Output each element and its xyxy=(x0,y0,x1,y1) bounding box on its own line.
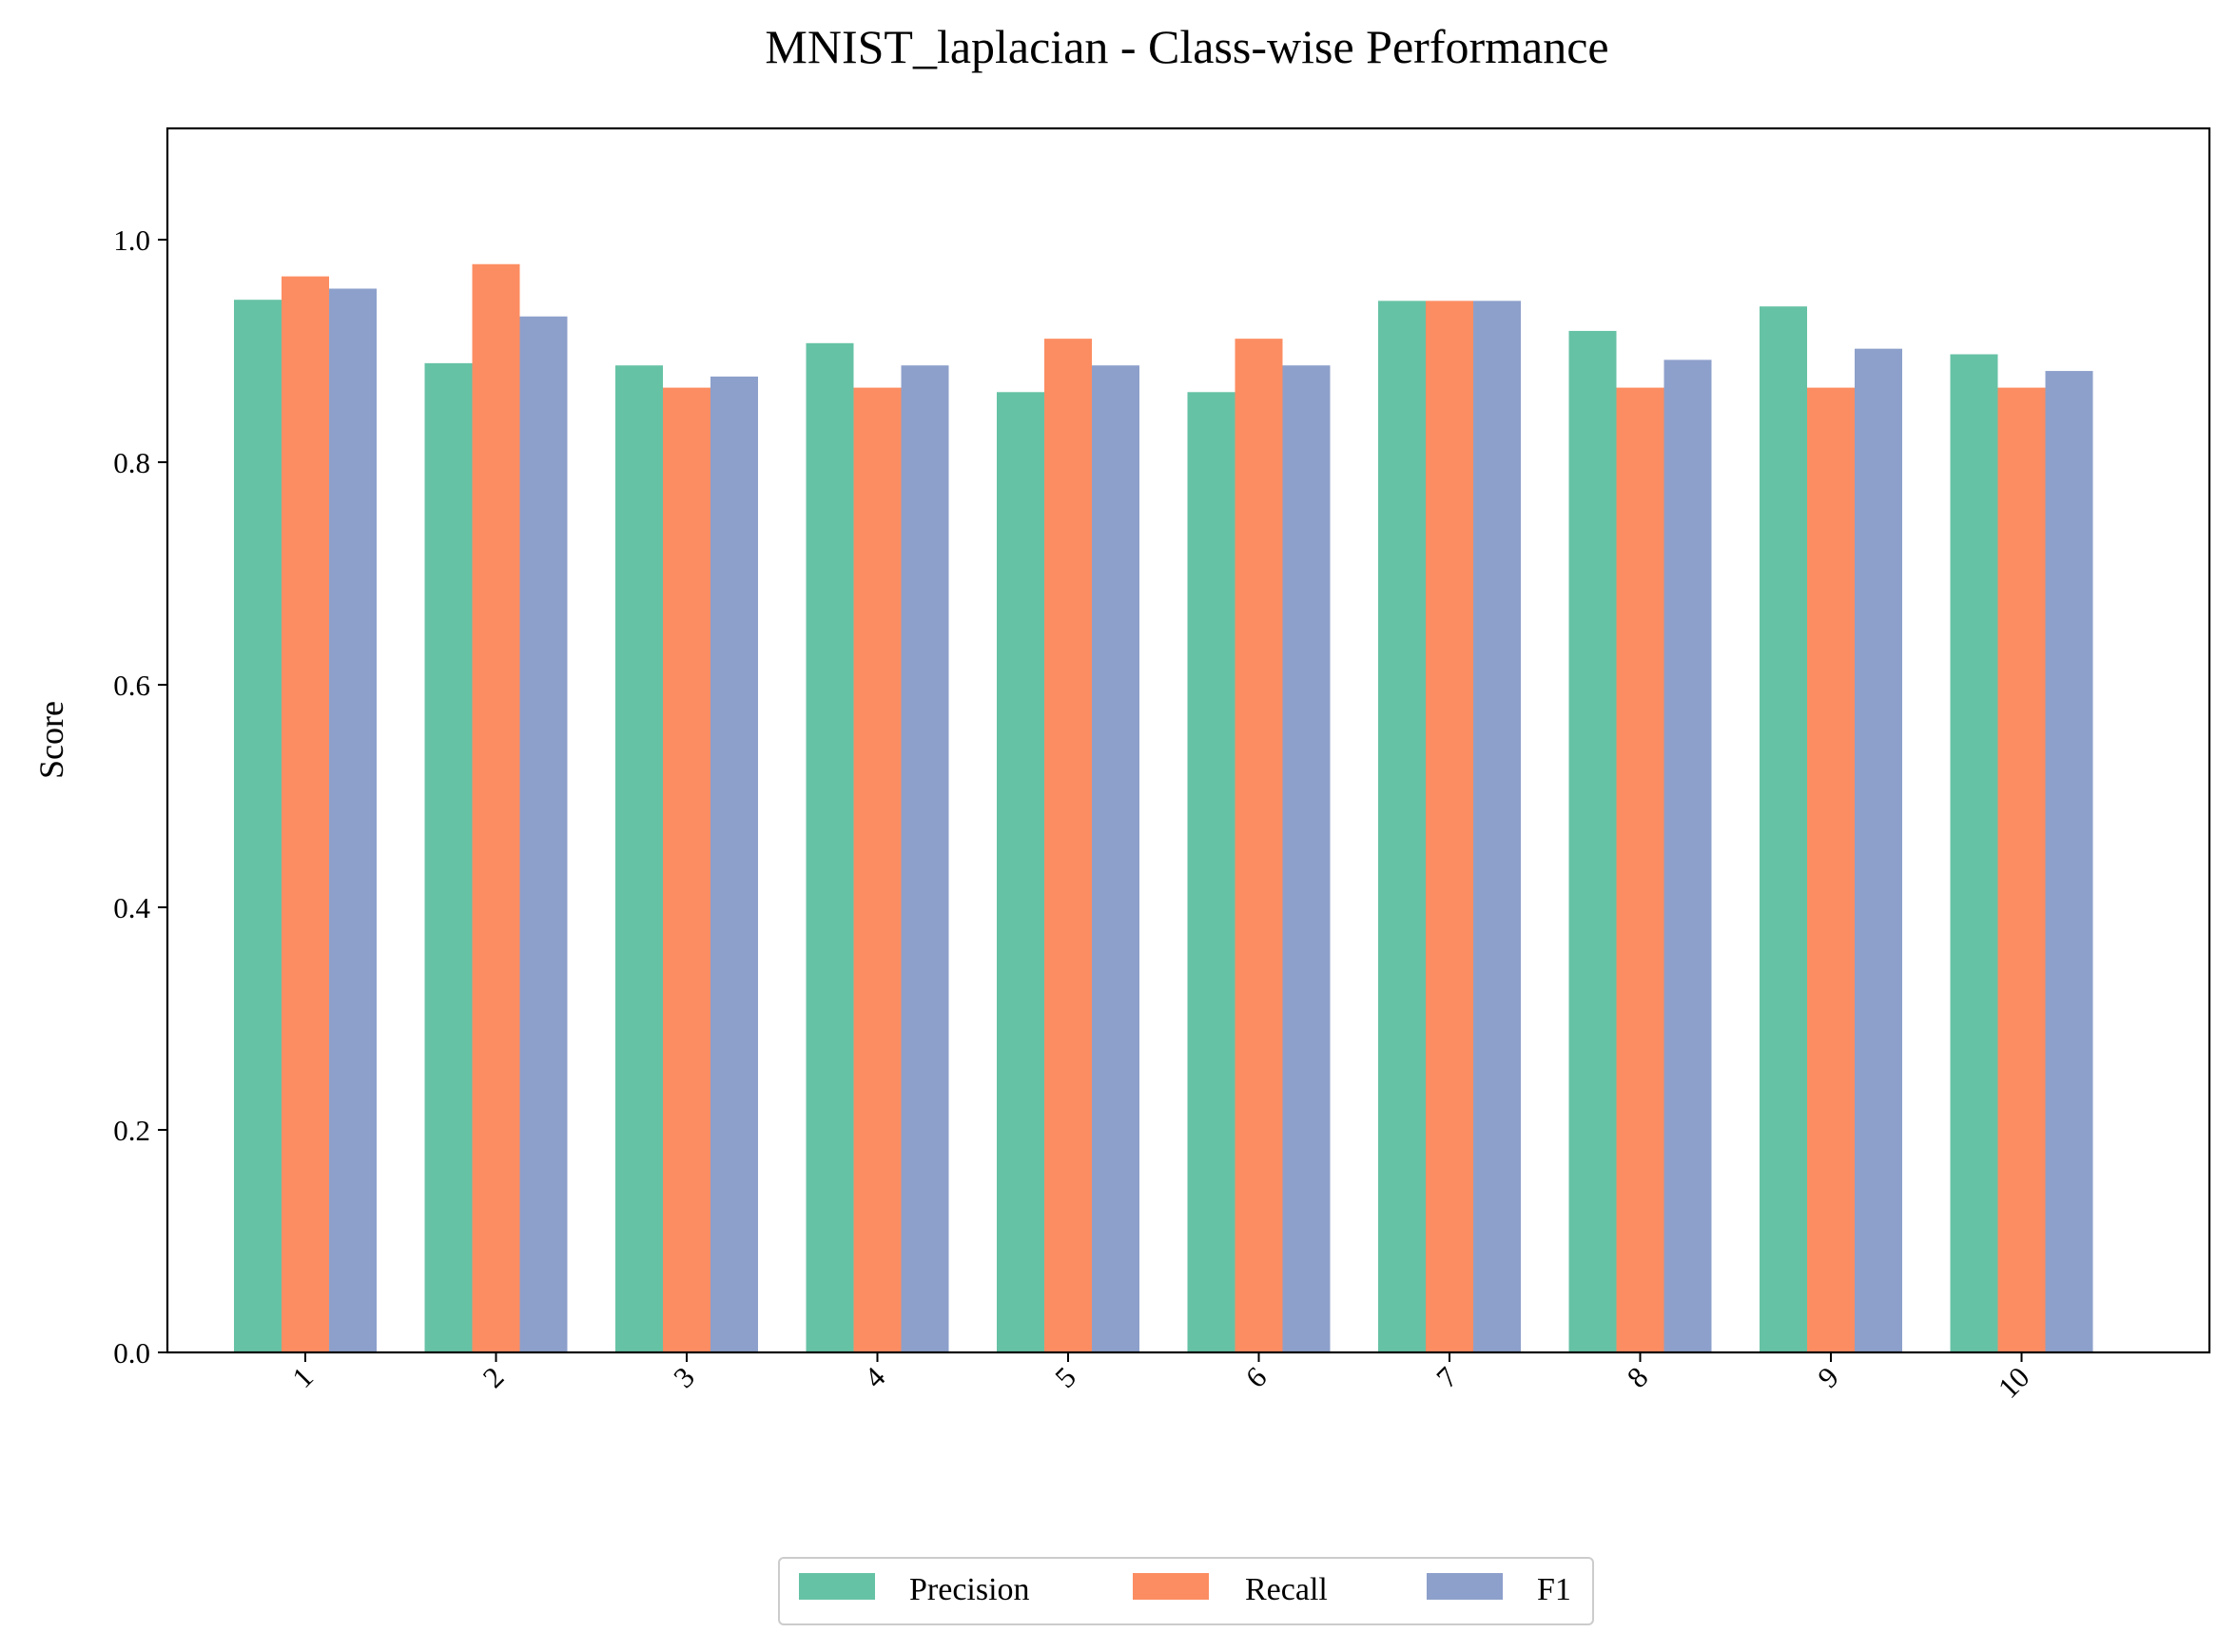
bar-recall-class-2 xyxy=(472,263,520,1352)
y-tick-label: 1.0 xyxy=(113,224,150,257)
bar-f1-class-4 xyxy=(901,365,949,1353)
bar-precision-class-6 xyxy=(1187,392,1235,1352)
bar-f1-class-5 xyxy=(1092,365,1139,1353)
bar-f1-class-2 xyxy=(519,316,568,1353)
bar-f1-class-6 xyxy=(1282,365,1331,1353)
legend-label-recall: Recall xyxy=(1245,1572,1328,1607)
bar-recall-class-1 xyxy=(282,276,329,1352)
y-tick-label: 0.4 xyxy=(113,891,150,924)
y-axis-label: Score xyxy=(32,701,70,779)
bar-recall-class-3 xyxy=(663,387,710,1352)
bar-f1-class-7 xyxy=(1473,301,1521,1353)
bar-precision-class-3 xyxy=(615,365,663,1353)
legend-swatch-f1 xyxy=(1427,1573,1503,1600)
y-tick-label: 0.0 xyxy=(113,1336,150,1370)
bar-precision-class-4 xyxy=(806,342,854,1352)
legend: Precision Recall F1 xyxy=(778,1557,1594,1625)
legend-swatch-recall xyxy=(1133,1573,1209,1600)
bar-f1-class-1 xyxy=(329,288,377,1353)
legend-label-f1: F1 xyxy=(1537,1572,1571,1607)
bar-recall-class-10 xyxy=(1997,387,2046,1352)
bar-precision-class-9 xyxy=(1760,306,1807,1353)
bar-precision-class-5 xyxy=(997,392,1044,1352)
y-tick-label: 0.6 xyxy=(113,669,150,702)
plot-frame xyxy=(165,126,2211,1354)
chart-title: MNIST_laplacian - Class-wise Performance xyxy=(765,20,1608,73)
bar-recall-class-8 xyxy=(1616,387,1664,1352)
y-tick-label: 0.2 xyxy=(113,1114,150,1147)
bar-precision-class-7 xyxy=(1378,301,1426,1353)
bar-f1-class-9 xyxy=(1855,348,1902,1352)
bar-precision-class-10 xyxy=(1950,354,1998,1352)
y-axis: 0.0 0.2 0.4 0.6 0.8 1.0 xyxy=(113,224,167,1370)
bar-recall-class-9 xyxy=(1807,387,1855,1352)
bar-f1-class-3 xyxy=(710,376,758,1352)
bar-precision-class-1 xyxy=(234,300,282,1353)
bar-f1-class-8 xyxy=(1663,360,1712,1352)
bar-recall-class-6 xyxy=(1235,339,1283,1352)
bar-precision-class-8 xyxy=(1568,330,1617,1353)
legend-label-precision: Precision xyxy=(909,1572,1030,1607)
legend-swatch-precision xyxy=(799,1573,875,1600)
bar-precision-class-2 xyxy=(424,362,473,1352)
bar-recall-class-7 xyxy=(1426,301,1473,1353)
bars-group xyxy=(234,263,2093,1353)
y-tick-label: 0.8 xyxy=(113,446,150,479)
bar-recall-class-5 xyxy=(1044,339,1092,1352)
bar-recall-class-4 xyxy=(853,387,902,1352)
bar-f1-class-10 xyxy=(2045,371,2093,1352)
